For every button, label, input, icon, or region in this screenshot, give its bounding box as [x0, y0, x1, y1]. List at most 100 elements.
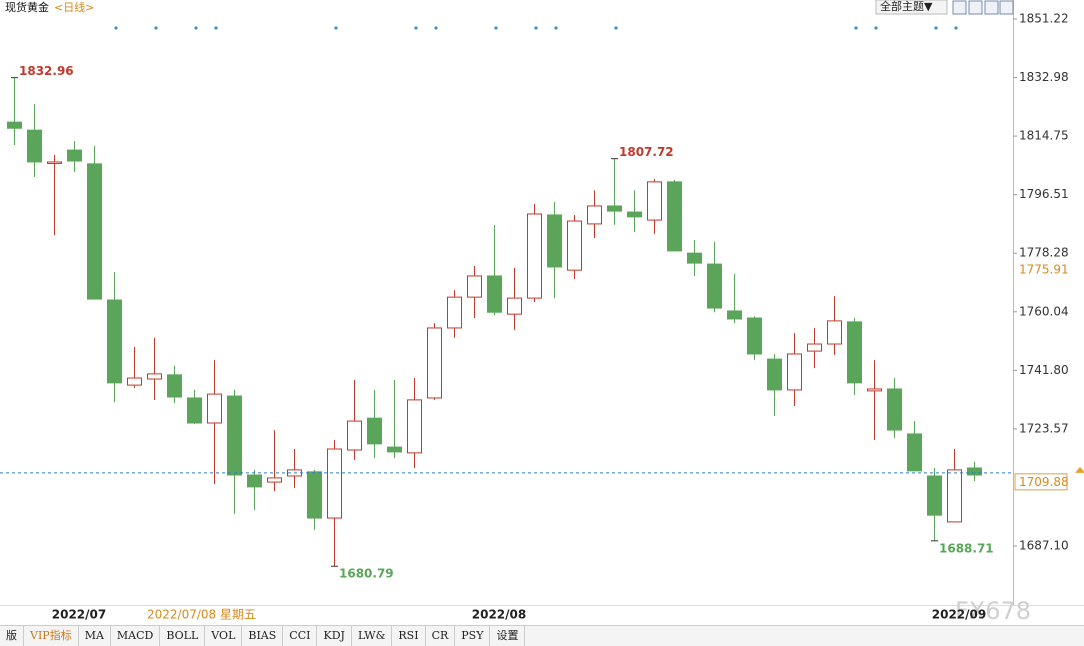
- candle-body: [307, 471, 322, 519]
- candle-body: [167, 374, 182, 398]
- high-label: 1832.96: [19, 64, 74, 78]
- indicator-tab[interactable]: MA: [79, 626, 111, 646]
- indicator-tab[interactable]: CCI: [283, 626, 318, 646]
- candle-body: [827, 320, 842, 345]
- y-tick-label: 1741.80: [1019, 363, 1069, 377]
- y-tick-label: 1814.75: [1019, 129, 1069, 143]
- indicator-tab[interactable]: RSI: [392, 626, 426, 646]
- candle-body: [427, 327, 442, 399]
- last-price-box: [1014, 473, 1068, 491]
- candle-body: [847, 321, 862, 384]
- candle-body: [67, 149, 82, 162]
- candle-body: [447, 296, 462, 329]
- indicator-tab[interactable]: 版: [0, 626, 24, 646]
- candle-body: [147, 373, 162, 380]
- theme-button-label[interactable]: 全部主题▼: [880, 0, 933, 13]
- indicator-tab[interactable]: PSY: [455, 626, 491, 646]
- candle-body: [887, 388, 902, 431]
- event-dot: [874, 26, 878, 30]
- low-label: 1688.71: [939, 541, 994, 555]
- indicator-tab[interactable]: VIP指标: [24, 626, 79, 646]
- candle-body: [127, 377, 142, 386]
- y-tick-label: 1778.28: [1019, 246, 1069, 260]
- candle-body: [107, 299, 122, 384]
- candle-body: [207, 393, 222, 424]
- watermark: FX678: [955, 597, 1031, 625]
- event-dot: [934, 26, 938, 30]
- candle-body: [667, 181, 682, 252]
- candle-body: [7, 121, 22, 129]
- event-dot: [614, 26, 618, 30]
- candle-body: [707, 263, 722, 309]
- marker-price-label: 1775.91: [1019, 262, 1069, 276]
- event-dot: [534, 26, 538, 30]
- indicator-tab[interactable]: BIAS: [242, 626, 284, 646]
- candle-body: [247, 474, 262, 488]
- candle-body: [947, 469, 962, 523]
- event-dot: [554, 26, 558, 30]
- indicator-tab[interactable]: 设置: [490, 626, 526, 646]
- y-tick-label: 1851.22: [1019, 12, 1069, 26]
- chart: 现货黄金 <日线> 全部主题▼ 2022/07/08 星期五 FX678 185…: [0, 0, 1084, 625]
- candle-body: [627, 211, 642, 218]
- y-tick-label: 1723.57: [1019, 421, 1069, 435]
- candle-body: [27, 129, 42, 163]
- last-price-arrow: [1075, 466, 1084, 473]
- candle-body: [807, 343, 822, 352]
- candle-body: [327, 448, 342, 519]
- indicator-tab[interactable]: CR: [426, 626, 456, 646]
- candle-body: [587, 205, 602, 225]
- event-dot: [414, 26, 418, 30]
- high-label: 1807.72: [619, 145, 674, 159]
- candle-body: [407, 399, 422, 454]
- icon[interactable]: [952, 0, 967, 15]
- candle-body: [767, 358, 782, 391]
- candle-body: [567, 220, 582, 271]
- candle-body: [647, 181, 662, 221]
- indicator-tab[interactable]: BOLL: [160, 626, 206, 646]
- candle-body: [787, 353, 802, 391]
- candle-body: [87, 163, 102, 300]
- indicator-toolbar: 版 VIP指标 MA MACD BOLL VOL BIAS CCI KDJ LW& RSI CR PSY…: [0, 625, 1084, 646]
- low-label: 1680.79: [339, 567, 394, 581]
- x-tick-label: 2022/09: [932, 608, 986, 622]
- indicator-tab[interactable]: LW&: [352, 626, 393, 646]
- candle-body: [367, 417, 382, 445]
- cursor-label: 2022/07/08 星期五: [147, 608, 256, 622]
- candle-body: [187, 397, 202, 424]
- background: [0, 0, 1084, 625]
- candle-body: [727, 310, 742, 320]
- candle-body: [927, 475, 942, 516]
- y-tick-label: 1796.51: [1019, 187, 1069, 201]
- event-dot: [434, 26, 438, 30]
- candle-body: [347, 420, 362, 451]
- event-dot: [334, 26, 338, 30]
- candle-body: [227, 395, 242, 476]
- candle-body: [387, 446, 402, 453]
- event-dot: [854, 26, 858, 30]
- indicator-tab[interactable]: KDJ: [317, 626, 352, 646]
- candle-body: [967, 467, 982, 476]
- indicator-tab[interactable]: VOL: [205, 626, 243, 646]
- event-dot: [214, 26, 218, 30]
- theme-button[interactable]: [875, 0, 948, 15]
- candle-body: [267, 477, 282, 483]
- candle-body: [607, 205, 622, 212]
- icon[interactable]: [968, 0, 983, 15]
- candle-body: [527, 213, 542, 299]
- y-tick-label: 1760.04: [1019, 304, 1069, 318]
- icon[interactable]: [999, 0, 1014, 15]
- candle-body: [47, 161, 62, 164]
- event-dot: [494, 26, 498, 30]
- y-tick-label: 1832.98: [1019, 70, 1069, 84]
- candle-body: [487, 275, 502, 313]
- candle-body: [507, 297, 522, 315]
- event-dot: [154, 26, 158, 30]
- icon[interactable]: [984, 0, 999, 15]
- indicator-tab[interactable]: MACD: [111, 626, 161, 646]
- y-tick-label: 1687.10: [1019, 538, 1069, 552]
- x-tick-label: 2022/07: [52, 608, 106, 622]
- candle-body: [867, 388, 882, 392]
- candle-body: [467, 275, 482, 298]
